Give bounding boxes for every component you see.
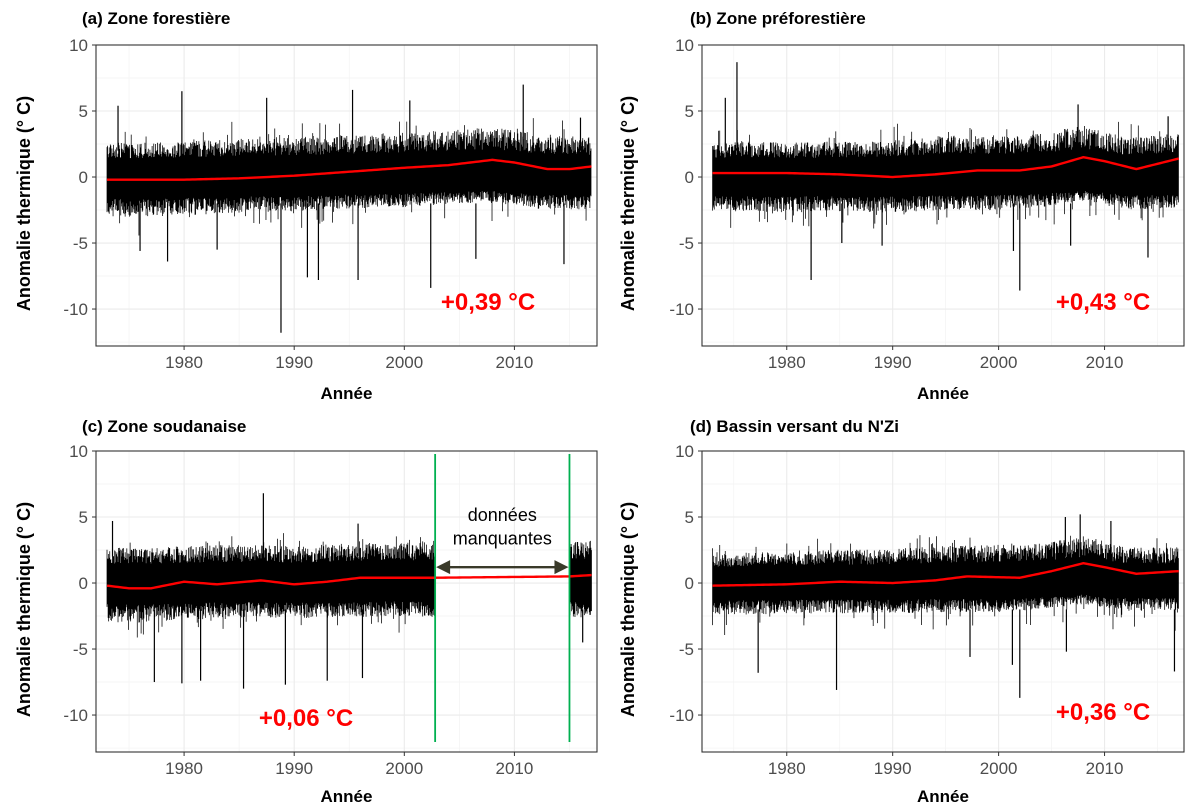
x-tick-label: 2000 xyxy=(980,759,1018,778)
x-tick-label: 1980 xyxy=(768,353,806,372)
y-tick-label: 0 xyxy=(79,168,88,187)
panel-a: 10 5 0 -5 -10 1980 1990 2000 2010 (a) Zone forest… xyxy=(14,9,598,403)
missing-annotation-line-1: données xyxy=(468,505,537,525)
y-tick-label: 0 xyxy=(685,574,694,593)
x-tick-label: 1990 xyxy=(275,353,313,372)
trend-line xyxy=(712,156,1179,179)
trend-value-label: +0,39 °C xyxy=(441,289,535,316)
y-tick-label: 5 xyxy=(79,508,88,527)
y-tick-label: 5 xyxy=(79,102,88,121)
x-tick-label: 2010 xyxy=(1086,353,1124,372)
y-axis-label: Anomalie thermique (° C) xyxy=(618,502,638,717)
y-tick-label: 10 xyxy=(69,442,88,461)
x-axis-label: Année xyxy=(321,787,373,805)
trend-line xyxy=(107,158,592,181)
y-tick-label: 10 xyxy=(69,36,88,55)
trend-line xyxy=(712,562,1179,587)
y-axis-label: Anomalie thermique (° C) xyxy=(618,96,638,311)
panel-title: (d) Bassin versant du N'Zi xyxy=(690,417,899,436)
plot-border xyxy=(95,450,598,753)
y-tick-label: -5 xyxy=(73,640,88,659)
x-tick-label: 1980 xyxy=(165,759,203,778)
panel-c: données manquantes 10 5 0 -5 -10 1980 1990 2000 20… xyxy=(14,417,598,805)
panel-title: (a) Zone forestière xyxy=(82,9,230,28)
y-tick-label: -10 xyxy=(63,300,88,319)
panel-b: 10 5 0 -5 -10 1980 1990 2000 2010 (b) Zone préfor… xyxy=(618,9,1185,403)
x-tick-label: 1990 xyxy=(874,759,912,778)
x-tick-label: 1980 xyxy=(768,759,806,778)
x-axis-label: Année xyxy=(917,787,969,805)
panel-title: (c) Zone soudanaise xyxy=(82,417,246,436)
y-tick-label: -5 xyxy=(73,234,88,253)
x-tick-label: 2010 xyxy=(496,353,534,372)
y-tick-label: 0 xyxy=(79,574,88,593)
y-tick-label: -5 xyxy=(679,234,694,253)
y-tick-label: 10 xyxy=(675,36,694,55)
plot-border xyxy=(701,450,1185,753)
x-tick-label: 2000 xyxy=(980,353,1018,372)
x-tick-label: 2000 xyxy=(385,759,423,778)
y-axis-label: Anomalie thermique (° C) xyxy=(14,96,34,311)
missing-arrow-left-head xyxy=(436,560,451,575)
panel-title: (b) Zone préforestière xyxy=(690,9,866,28)
y-tick-label: -10 xyxy=(669,300,694,319)
trend-line xyxy=(106,573,592,590)
y-tick-label: -5 xyxy=(679,640,694,659)
x-tick-label: 2010 xyxy=(1086,759,1124,778)
trend-value-label: +0,06 °C xyxy=(259,705,353,732)
y-tick-label: 10 xyxy=(675,442,694,461)
x-tick-label: 1990 xyxy=(275,759,313,778)
x-tick-label: 1980 xyxy=(165,353,203,372)
trend-value-label: +0,36 °C xyxy=(1056,699,1150,726)
x-tick-label: 2000 xyxy=(385,353,423,372)
x-tick-label: 1990 xyxy=(874,353,912,372)
plot-border xyxy=(701,44,1185,347)
y-tick-label: 5 xyxy=(685,102,694,121)
panel-d: 10 5 0 -5 -10 1980 1990 2000 2010 (d) Bassin vers… xyxy=(618,417,1185,805)
y-axis-label: Anomalie thermique (° C) xyxy=(14,502,34,717)
missing-arrow-right-head xyxy=(554,560,569,575)
y-tick-label: -10 xyxy=(669,706,694,725)
x-axis-label: Année xyxy=(917,384,969,403)
plot-border xyxy=(95,44,598,347)
missing-annotation-line-2: manquantes xyxy=(453,529,552,549)
y-tick-label: -10 xyxy=(63,706,88,725)
x-axis-label: Année xyxy=(321,384,373,403)
y-tick-label: 0 xyxy=(685,168,694,187)
trend-value-label: +0,43 °C xyxy=(1056,289,1150,316)
x-tick-label: 2010 xyxy=(496,759,534,778)
y-tick-label: 5 xyxy=(685,508,694,527)
